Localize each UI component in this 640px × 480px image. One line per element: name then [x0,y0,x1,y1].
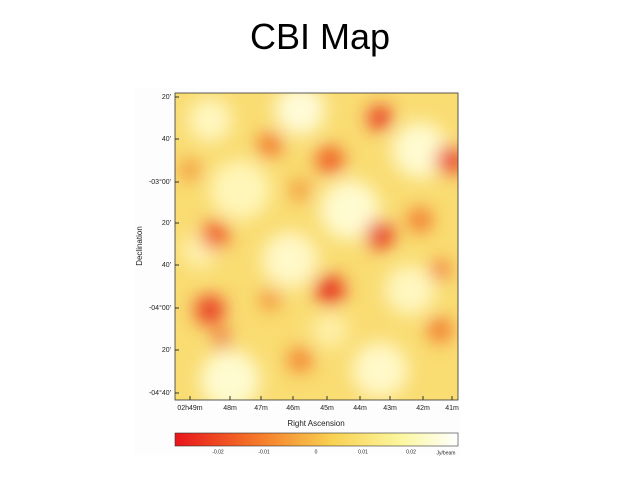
colorbar-label: 0.01 [358,449,368,455]
y-tick-label: -04°40' [149,389,171,397]
x-tick-label: 45m [320,405,334,412]
x-tick-label: 42m [416,405,430,412]
x-tick-label: 48m [223,405,237,412]
colorbar [174,432,459,447]
colorbar-label: -0.01 [258,449,270,455]
x-tick-label: 41m [445,405,459,412]
y-tick-label: 40' [162,262,171,269]
colorbar-label: 0 [315,449,318,455]
x-tick-label: 43m [383,405,397,412]
x-axis-label: Right Ascension [287,419,344,428]
x-tick-label: 02h49m [177,405,202,412]
y-tick-label: 20' [162,347,171,354]
map-border [174,92,459,401]
x-tick-label: 46m [286,405,300,412]
colorbar-label: -0.02 [212,449,224,455]
x-tick-label: 47m [254,405,268,412]
colorbar-label: 0.02 [406,449,416,455]
y-tick-label: 40' [162,136,171,143]
y-tick-label: -04°00' [149,304,171,312]
slide-title: CBI Map [249,16,391,57]
x-tick-label: 44m [353,405,367,412]
sky-map [175,93,458,400]
y-axis-label: Declination [135,226,144,266]
colorbar-unit: Jy/beam [437,450,456,456]
y-tick-label: 20' [162,94,171,101]
y-tick-label: 20' [162,220,171,227]
y-tick-label: -03°00' [149,178,171,186]
